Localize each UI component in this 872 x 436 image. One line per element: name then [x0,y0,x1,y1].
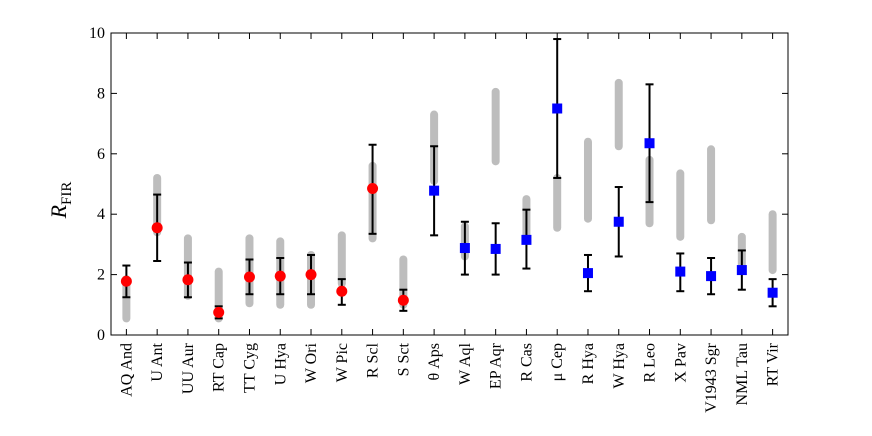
data-point-circle [367,183,379,195]
data-points [120,103,778,318]
axes: 0 2 4 6 8 10 AQ And U Ant UU Aur RT Cap TT Cyg U Hy… [89,25,788,413]
x-tick-label: W Pic [334,343,351,382]
y-tick-label: 10 [89,25,105,42]
range-bars [122,78,777,323]
data-point-square [675,266,686,277]
x-tick-label: V1943 Sgr [703,342,720,412]
y-tick-label: 8 [97,85,105,102]
x-tick-label: S Sct [395,342,412,376]
data-point-circle [182,274,194,286]
data-point-circle [397,294,409,306]
x-tick-label: U Ant [149,342,166,381]
data-point-square [490,243,501,254]
x-tick-label: RT Cap [211,343,228,392]
data-point-square [644,138,655,149]
data-point-circle [151,222,163,234]
x-tick-label: W Aql [457,342,474,384]
data-point-circle [336,285,348,297]
x-tick-label: TT Cyg [241,343,258,393]
x-tick-label: R Scl [365,342,382,378]
y-tick-label: 4 [97,206,105,223]
x-tick-label: W Hya [611,343,628,388]
data-point-circle [213,306,225,318]
y-tick-label: 6 [97,146,105,163]
data-point-square [429,185,440,196]
x-tick-label: EP Aqr [488,342,505,389]
data-point-square [613,216,624,227]
plot-frame [110,32,789,336]
data-point-square [706,271,717,282]
data-point-circle [305,269,317,281]
x-tick-label: RT Vir [765,342,782,386]
y-tick-label: 2 [97,267,105,284]
x-tick-label: NML Tau [734,343,751,405]
data-point-square [582,268,593,279]
x-tick-label: θ Aps [426,343,443,380]
y-axis-label: RFIR [46,182,75,220]
x-tick-label: W Ori [303,342,320,383]
data-point-square [736,265,747,276]
x-tick-label: U Hya [272,343,289,385]
x-tick-label: R Cas [518,343,535,382]
data-point-square [552,103,563,114]
error-bars [122,38,777,320]
y-tick-label: 0 [97,327,105,344]
data-point-square [521,234,532,245]
x-tick-label: μ Cep [549,343,566,381]
data-point-circle [274,270,286,282]
data-point-square [767,287,778,298]
x-tick-label: AQ And [118,343,135,397]
x-tick-label: X Pav [672,343,689,383]
data-point-square [459,243,470,254]
x-tick-label: UU Aur [180,342,197,394]
data-point-circle [120,275,132,287]
x-tick-label: R Hya [580,343,597,384]
x-tick-label: R Leo [642,343,659,383]
data-point-circle [243,271,255,283]
